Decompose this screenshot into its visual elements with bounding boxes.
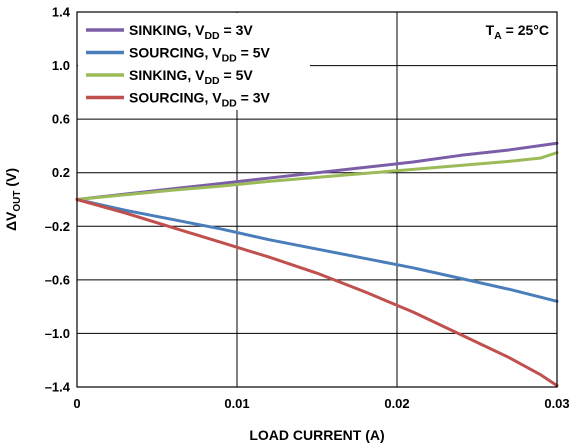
y-tick-label: –0.6 bbox=[45, 272, 70, 287]
legend-label: SINKING, VDD = 5V bbox=[129, 67, 253, 87]
y-tick-label: 1.0 bbox=[52, 58, 70, 73]
series-line-4 bbox=[75, 198, 559, 388]
legend-label: SOURCING, VDD = 5V bbox=[129, 45, 270, 65]
legend-label: SINKING, VDD = 3V bbox=[129, 22, 253, 42]
x-axis-title: LOAD CURRENT (A) bbox=[249, 427, 384, 443]
y-tick-label: 1.4 bbox=[52, 5, 71, 20]
x-tick-label: 0.01 bbox=[224, 396, 249, 411]
y-tick-label: –1.0 bbox=[45, 326, 70, 341]
series-line-2 bbox=[75, 198, 559, 303]
x-tick-label: 0.03 bbox=[544, 396, 569, 411]
x-tick-labels: 0 0.01 0.02 0.03 bbox=[73, 396, 569, 411]
plot-frame bbox=[76, 11, 558, 388]
y-tick-labels: –1.4 –1.0 –0.6 –0.2 0.2 0.6 1.0 1.4 bbox=[45, 5, 71, 395]
x-tick-label: 0.02 bbox=[384, 396, 409, 411]
temperature-annotation: TA = 25°C bbox=[486, 22, 549, 42]
legend-label: SOURCING, VDD = 3V bbox=[129, 90, 270, 110]
series-line-3 bbox=[75, 151, 559, 201]
x-tick-label: 0 bbox=[73, 396, 80, 411]
y-axis-title: ΔVOUT (V) bbox=[3, 168, 23, 231]
y-tick-label: –0.2 bbox=[45, 219, 70, 234]
y-tick-label: 0.2 bbox=[52, 165, 70, 180]
y-tick-label: 0.6 bbox=[52, 112, 70, 127]
legend: SINKING, VDD = 3V SOURCING, VDD = 5VSINKI… bbox=[78, 13, 310, 110]
series-lines bbox=[75, 141, 559, 388]
y-tick-label: –1.4 bbox=[45, 380, 71, 395]
